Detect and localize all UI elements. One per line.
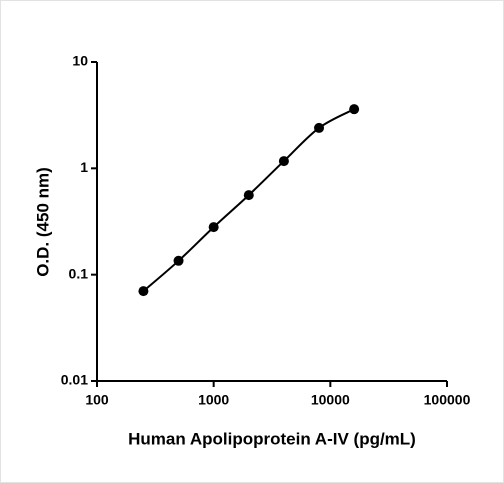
x-tick-label: 10000 [311,392,350,408]
data-point [138,286,149,297]
data-point [243,190,254,201]
y-tick-label: 1 [80,159,88,175]
data-point [314,122,325,133]
y-axis-title: O.D. (450 nm) [33,167,52,277]
data-point [349,104,360,115]
y-tick-label: 10 [72,53,88,69]
x-axis-title: Human Apolipoprotein A-IV (pg/mL) [128,429,416,448]
x-tick-label: 100000 [424,392,471,408]
data-point [278,156,289,167]
y-tick-label: 0.01 [61,372,88,388]
x-tick-label: 100 [85,392,109,408]
x-tick-label: 1000 [198,392,229,408]
data-point [208,222,219,233]
data-point [173,255,184,266]
y-tick-label: 0.1 [69,265,89,281]
